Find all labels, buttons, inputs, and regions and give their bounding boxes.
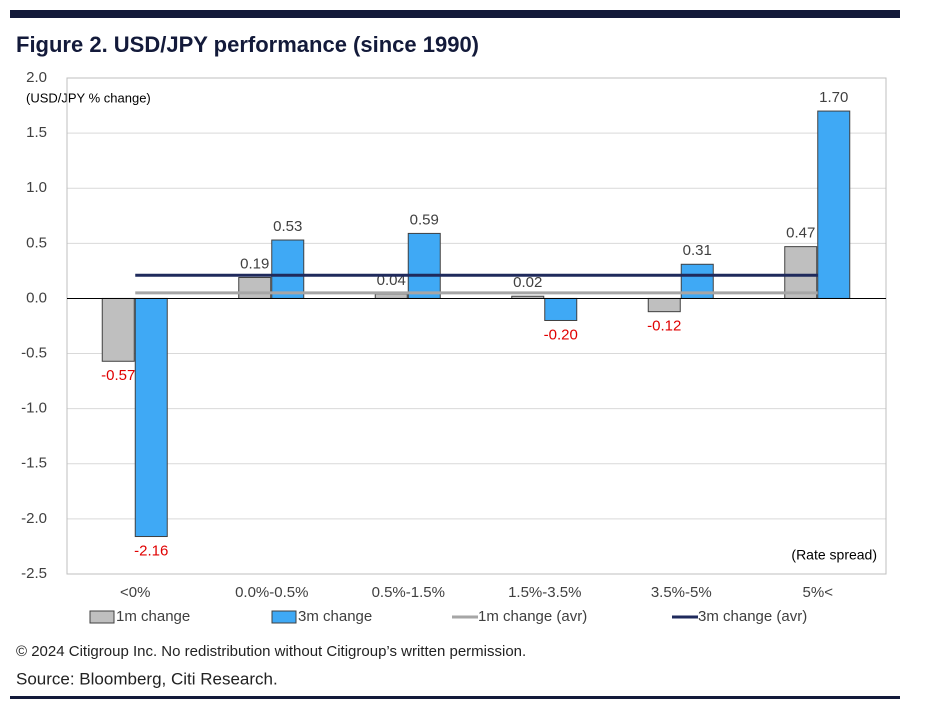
top-rule (10, 10, 900, 18)
value-label: 0.31 (683, 242, 712, 259)
value-label: 1.70 (819, 89, 848, 106)
legend-label: 1m change (avr) (478, 608, 587, 625)
bar (374, 293, 408, 299)
bottom-rule (10, 696, 900, 699)
legend-swatch (271, 610, 297, 624)
x-axis-unit: (Rate spread) (791, 547, 877, 563)
bar (271, 239, 305, 299)
bar (134, 297, 168, 538)
y-tick-label: 1.0 (26, 179, 47, 196)
bar (544, 297, 578, 321)
value-label: 0.53 (273, 218, 302, 235)
y-tick-label: 2.0 (26, 69, 47, 86)
value-label: -0.20 (544, 326, 578, 343)
x-tick-label: <0% (120, 584, 150, 601)
x-tick-label: 1.5%-3.5% (508, 584, 581, 601)
legend-label: 1m change (116, 608, 190, 625)
y-tick-label: -2.0 (21, 510, 47, 527)
plot-border (66, 77, 887, 575)
x-tick-label: 5%< (803, 584, 834, 601)
bar (817, 110, 851, 299)
chart-title: Figure 2. USD/JPY performance (since 199… (16, 32, 479, 57)
value-label: -0.12 (647, 318, 681, 335)
value-label: 0.19 (240, 255, 269, 272)
x-tick-label: 0.5%-1.5% (372, 584, 445, 601)
value-label: 0.02 (513, 274, 542, 291)
legend-label: 3m change (298, 608, 372, 625)
x-tick-label: 3.5%-5% (651, 584, 712, 601)
y-axis-unit: (USD/JPY % change) (26, 90, 151, 105)
bar (784, 246, 818, 299)
value-label: 0.47 (786, 225, 815, 242)
x-tick-label: 0.0%-0.5% (235, 584, 308, 601)
value-label: 0.59 (410, 211, 439, 228)
y-tick-label: -1.5 (21, 455, 47, 472)
y-tick-label: 0.0 (26, 289, 47, 306)
value-label: -2.16 (134, 542, 168, 559)
value-label: -0.57 (101, 367, 135, 384)
source: Source: Bloomberg, Citi Research. (16, 669, 278, 688)
bar (238, 277, 272, 299)
bar (101, 297, 135, 362)
legend-swatch (89, 610, 115, 624)
y-tick-label: -1.0 (21, 400, 47, 417)
copyright: © 2024 Citigroup Inc. No redistribution … (16, 643, 526, 660)
y-tick-label: -0.5 (21, 345, 47, 362)
y-tick-label: 0.5 (26, 234, 47, 251)
bar (647, 297, 681, 313)
y-tick-label: 1.5 (26, 124, 47, 141)
legend-label: 3m change (avr) (698, 608, 807, 625)
y-tick-label: -2.5 (21, 565, 47, 582)
bar (407, 232, 441, 299)
